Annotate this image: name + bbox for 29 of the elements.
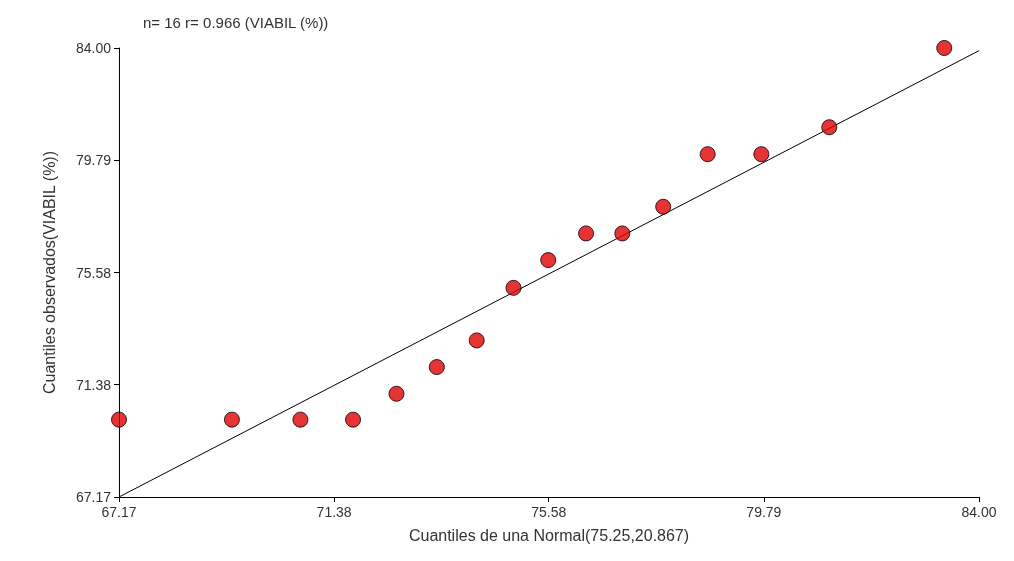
x-tick-label: 79.79 [746,504,782,520]
point [614,225,631,242]
point [936,40,953,56]
x-tick-label: 84.00 [961,504,997,520]
point [468,332,485,349]
point [753,146,770,163]
point [292,411,309,428]
y-tick-label: 84.00 [75,40,112,56]
y-tick-label: 75.58 [75,264,112,281]
x-tick-label: 71.38 [316,504,352,520]
point [578,225,595,242]
point [655,198,672,215]
point [699,146,716,163]
point [540,252,557,269]
x-tick-label: 75.58 [531,504,567,520]
point [821,119,838,136]
y-tick-label: 71.38 [75,376,112,393]
x-axis-title: Cuantiles de una Normal(75.25,20.867) [408,526,690,544]
y-tick-label: 79.79 [75,152,112,169]
point [505,279,522,296]
y-axis-title: Cuantiles observados(VIABIL (%)) [40,150,58,395]
point [345,411,362,428]
chart-title: n= 16 r= 0.966 (VIABIL (%)) [143,14,329,31]
point [111,411,127,428]
x-tick-label: 67.17 [101,504,137,520]
point [388,385,405,402]
point [223,411,240,428]
y-tick-label: 67.17 [75,489,112,505]
point [428,359,445,376]
